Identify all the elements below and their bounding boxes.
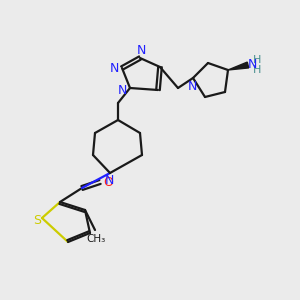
Text: N: N [109, 61, 119, 74]
Text: H: H [253, 55, 261, 65]
Text: N: N [187, 80, 197, 94]
Text: H: H [253, 65, 261, 75]
Text: N: N [136, 44, 146, 58]
Text: N: N [117, 83, 127, 97]
Polygon shape [228, 62, 249, 70]
Text: S: S [33, 214, 41, 226]
Text: O: O [103, 176, 113, 188]
Text: N: N [104, 175, 114, 188]
Text: N: N [247, 58, 257, 71]
Text: CH₃: CH₃ [86, 234, 106, 244]
